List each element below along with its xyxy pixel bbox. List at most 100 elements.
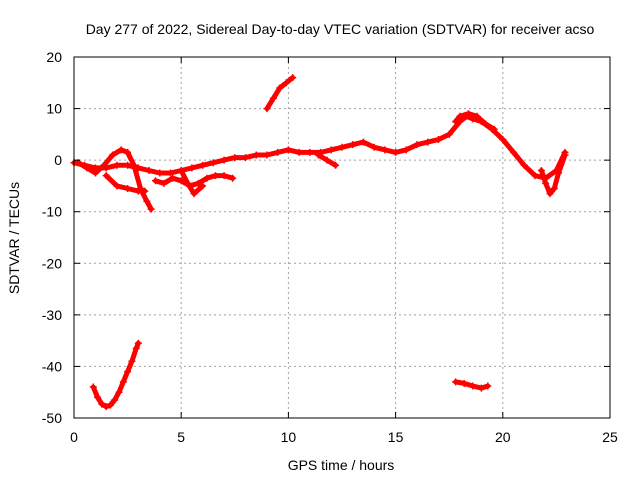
- data-point: [111, 396, 119, 404]
- data-point: [199, 182, 207, 190]
- data-point: [327, 146, 335, 154]
- data-point: [482, 120, 490, 128]
- data-point: [190, 190, 198, 198]
- data-point: [434, 136, 442, 144]
- x-tick-label: 20: [495, 429, 511, 445]
- data-point: [117, 146, 125, 154]
- data-point: [306, 148, 314, 156]
- data-point: [151, 177, 159, 185]
- data-point: [460, 379, 468, 387]
- data-point: [263, 151, 271, 159]
- series-morning-drop: [178, 168, 206, 197]
- data-point: [542, 179, 550, 187]
- data-point: [464, 110, 472, 118]
- data-point: [469, 382, 477, 390]
- data-point: [128, 357, 136, 365]
- data-point: [147, 205, 155, 213]
- data-point: [106, 401, 114, 409]
- data-point: [284, 146, 292, 154]
- data-point: [156, 169, 164, 177]
- data-point: [124, 368, 132, 376]
- chart-title: Day 277 of 2022, Sidereal Day-to-day VTE…: [86, 21, 595, 37]
- data-point: [124, 148, 132, 156]
- data-point: [520, 161, 528, 169]
- data-point: [177, 177, 185, 185]
- y-tick-label: 20: [46, 49, 62, 65]
- data-point: [166, 169, 174, 177]
- data-point: [499, 136, 507, 144]
- data-point: [143, 197, 151, 205]
- data-point: [100, 161, 108, 169]
- grid: [74, 57, 610, 418]
- data-point: [134, 339, 142, 347]
- data-point: [456, 112, 464, 120]
- data-point: [220, 172, 228, 180]
- data-point: [370, 143, 378, 151]
- data-point: [276, 84, 284, 92]
- y-axis-label: SDTVAR / TECUs: [6, 182, 22, 294]
- data-point: [134, 187, 142, 195]
- data-point: [550, 185, 558, 193]
- data-point: [160, 179, 168, 187]
- data-point: [510, 148, 518, 156]
- data-point: [252, 151, 260, 159]
- x-tick-label: 5: [177, 429, 185, 445]
- x-tick-label: 0: [70, 429, 78, 445]
- data-point: [119, 378, 127, 386]
- y-tick-label: -10: [42, 204, 62, 220]
- data-point: [109, 151, 117, 159]
- y-tick-label: -30: [42, 307, 62, 323]
- x-axis-label: GPS time / hours: [288, 457, 395, 473]
- data-point: [314, 151, 322, 159]
- data-point: [177, 166, 185, 174]
- data-point: [332, 161, 340, 169]
- data-point: [381, 146, 389, 154]
- data-point: [115, 388, 123, 396]
- data-point: [102, 403, 110, 411]
- data-point: [561, 151, 569, 159]
- data-point: [113, 182, 121, 190]
- data-point: [445, 130, 453, 138]
- y-tick-label: -40: [42, 358, 62, 374]
- data-point: [484, 382, 492, 390]
- data-point: [473, 112, 481, 120]
- data-point: [531, 172, 539, 180]
- data-point: [359, 138, 367, 146]
- data-point: [203, 174, 211, 182]
- data-point: [392, 148, 400, 156]
- data-point: [83, 164, 91, 172]
- data-point: [477, 384, 485, 392]
- data-point: [282, 79, 290, 87]
- axis-ticks: 0 5 10 15 20 25 -50 -40 -30 -20 -10 0 10 20: [42, 49, 618, 445]
- y-tick-label: -20: [42, 255, 62, 271]
- data-point: [229, 174, 237, 182]
- series-morning-lower: [153, 173, 236, 189]
- data-point: [537, 166, 545, 174]
- data-point: [98, 400, 106, 408]
- data-point: [289, 74, 297, 82]
- data-point: [212, 172, 220, 180]
- data-traces: [70, 74, 569, 411]
- data-point: [402, 146, 410, 154]
- x-tick-label: 25: [602, 429, 618, 445]
- data-point: [263, 105, 271, 113]
- data-point: [94, 393, 102, 401]
- data-point: [169, 174, 177, 182]
- y-tick-label: -50: [42, 410, 62, 426]
- plot-frame: [73, 56, 611, 419]
- data-point: [242, 154, 250, 162]
- data-point: [452, 378, 460, 386]
- data-point: [184, 179, 192, 187]
- data-point: [130, 161, 138, 169]
- data-point: [91, 169, 99, 177]
- data-point: [102, 172, 110, 180]
- data-point: [141, 187, 149, 195]
- data-point: [209, 159, 217, 167]
- data-point: [295, 148, 303, 156]
- data-point: [452, 117, 460, 125]
- data-point: [274, 148, 282, 156]
- x-tick-label: 10: [281, 429, 297, 445]
- data-point: [145, 166, 153, 174]
- data-point: [546, 190, 554, 198]
